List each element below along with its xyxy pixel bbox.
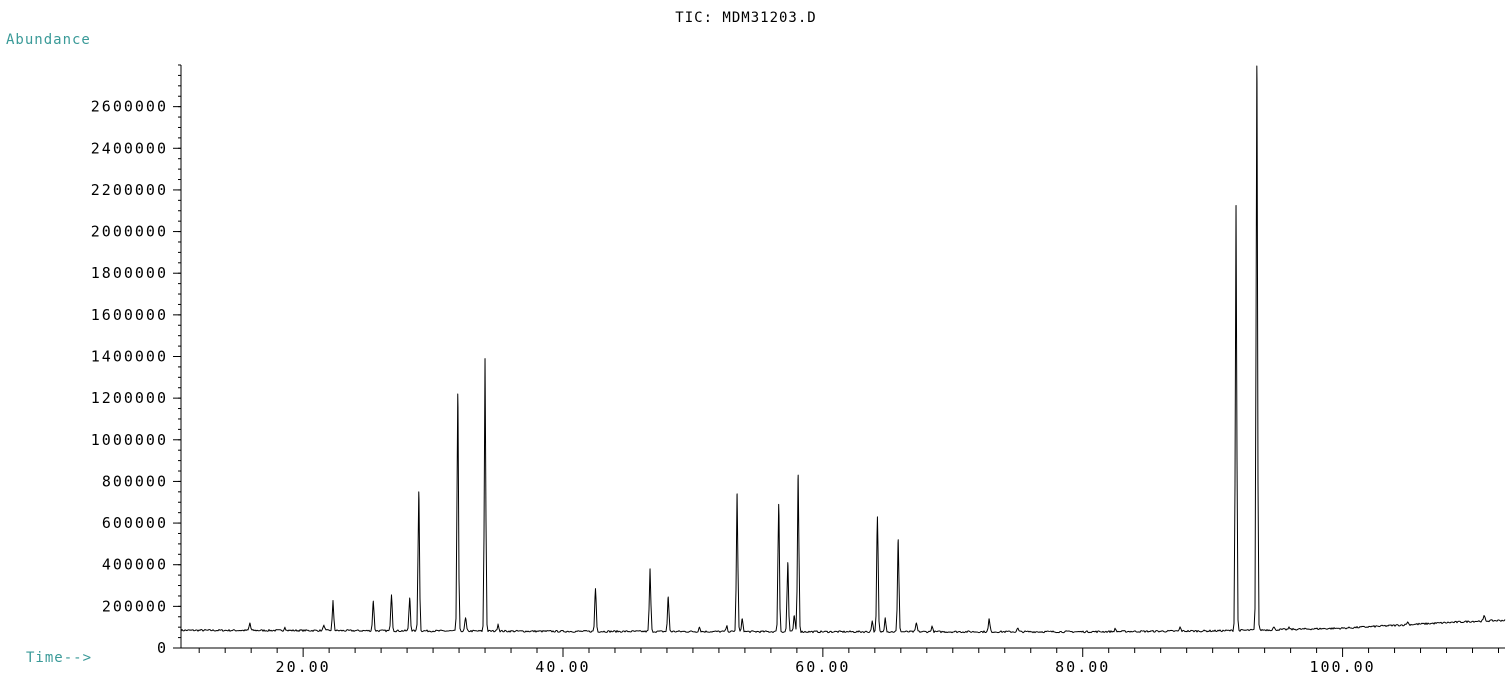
x-axis-label: Time--> <box>26 650 92 666</box>
y-tick-label: 1000000 <box>91 431 168 449</box>
y-tick-label: 800000 <box>102 472 168 490</box>
y-tick-label: 0 <box>157 639 168 657</box>
y-tick-label: 1600000 <box>91 306 168 324</box>
y-tick-label: 2000000 <box>91 223 168 241</box>
y-axis: 0 200000 400000 600000 800000 1000000 1200000 1… <box>91 64 182 657</box>
y-tick-label: 2200000 <box>91 181 168 199</box>
y-tick-label: 1200000 <box>91 389 168 407</box>
y-tick-label: 2600000 <box>91 98 168 116</box>
x-tick-label: 40.00 <box>535 658 590 676</box>
y-tick-label: 400000 <box>102 556 168 574</box>
y-tick-label: 600000 <box>102 514 168 532</box>
y-tick-label: 1400000 <box>91 348 168 366</box>
y-axis-label: Abundance <box>6 32 91 48</box>
tic-trace-line <box>180 65 1506 634</box>
x-axis: 20.00 40.00 60.00 80.00 100.00 <box>181 647 1505 676</box>
x-tick-label: 60.00 <box>795 658 850 676</box>
x-tick-label: 20.00 <box>276 658 331 676</box>
chart-title: TIC: MDM31203.D <box>675 10 816 26</box>
y-tick-label: 2400000 <box>91 139 168 157</box>
y-tick-label: 1800000 <box>91 264 168 282</box>
x-tick-label: 80.00 <box>1055 658 1110 676</box>
x-tick-label: 100.00 <box>1309 658 1375 676</box>
y-tick-label: 200000 <box>102 597 168 615</box>
